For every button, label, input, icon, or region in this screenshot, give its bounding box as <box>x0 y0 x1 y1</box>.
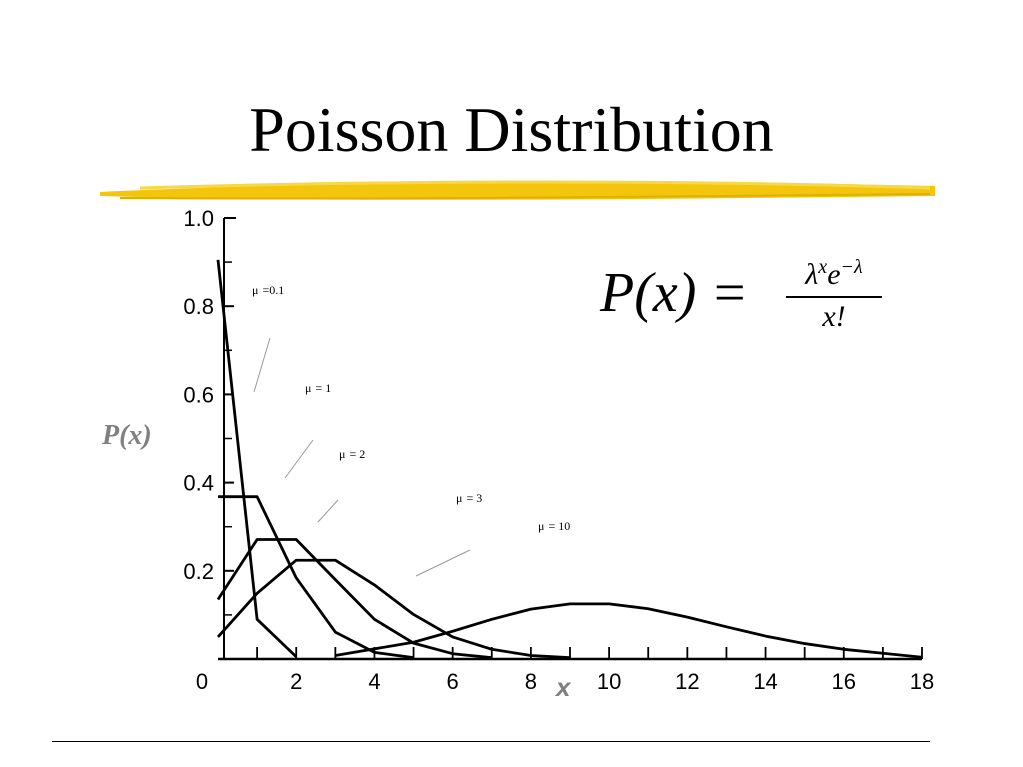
series-line-3 <box>216 558 571 660</box>
x-tick-label: 18 <box>910 669 934 694</box>
leader-line-1 <box>284 439 314 479</box>
series-line-1 <box>218 495 414 660</box>
y-tick-label: 0.2 <box>183 559 214 584</box>
formula-denominator: x! <box>822 300 846 333</box>
formula-lhs: P(x) = <box>600 262 749 324</box>
series-label-3: μ = 3 <box>456 491 482 505</box>
y-axis-label: P(x) <box>102 420 152 451</box>
series-line-2 <box>216 538 492 660</box>
series-label-0: μ =0.1 <box>252 283 284 297</box>
series-label-1: μ = 1 <box>305 381 331 395</box>
curves <box>216 259 923 660</box>
x-tick-label: 2 <box>290 669 302 694</box>
leader-line-3 <box>415 549 471 577</box>
x-tick-label: 8 <box>525 669 537 694</box>
series-line-4 <box>335 602 923 659</box>
x-tick-label: 12 <box>675 669 699 694</box>
x-tick-label: 10 <box>597 669 621 694</box>
leader-line-2 <box>317 499 339 523</box>
poisson-formula: P(x) = λxe−λ x! <box>600 248 900 348</box>
leader-line-0 <box>253 337 271 393</box>
series-label-2: μ = 2 <box>339 447 365 461</box>
y-tick-label: 0.6 <box>183 382 214 407</box>
slide-title: Poisson Distribution <box>249 94 774 165</box>
title-underline-brushstroke <box>100 180 935 200</box>
formula-fraction: λxe−λ x! <box>786 248 882 336</box>
x-tick-label: 4 <box>368 669 380 694</box>
ticks: 0.2 0.4 0.6 0.8 1.0 0 2 4 6 8 10 12 14 16 18 <box>183 206 934 694</box>
series-label-4: μ = 10 <box>538 519 570 533</box>
y-tick-label: 1.0 <box>183 206 214 231</box>
bottom-rule <box>52 741 930 742</box>
y-tick-label: 0.4 <box>183 471 214 496</box>
label-leader-lines <box>253 337 471 577</box>
x-tick-label: 6 <box>447 669 459 694</box>
x-tick-label: 0 <box>196 669 208 694</box>
formula-numerator: λxe−λ <box>786 248 882 298</box>
x-axis-label: x <box>556 672 571 702</box>
series-labels: μ =0.1 μ = 1 μ = 2 μ = 3 μ = 10 <box>252 283 570 533</box>
y-tick-label: 0.8 <box>183 294 214 319</box>
x-tick-label: 16 <box>832 669 856 694</box>
x-tick-label: 14 <box>753 669 777 694</box>
series-line-0 <box>216 259 298 658</box>
